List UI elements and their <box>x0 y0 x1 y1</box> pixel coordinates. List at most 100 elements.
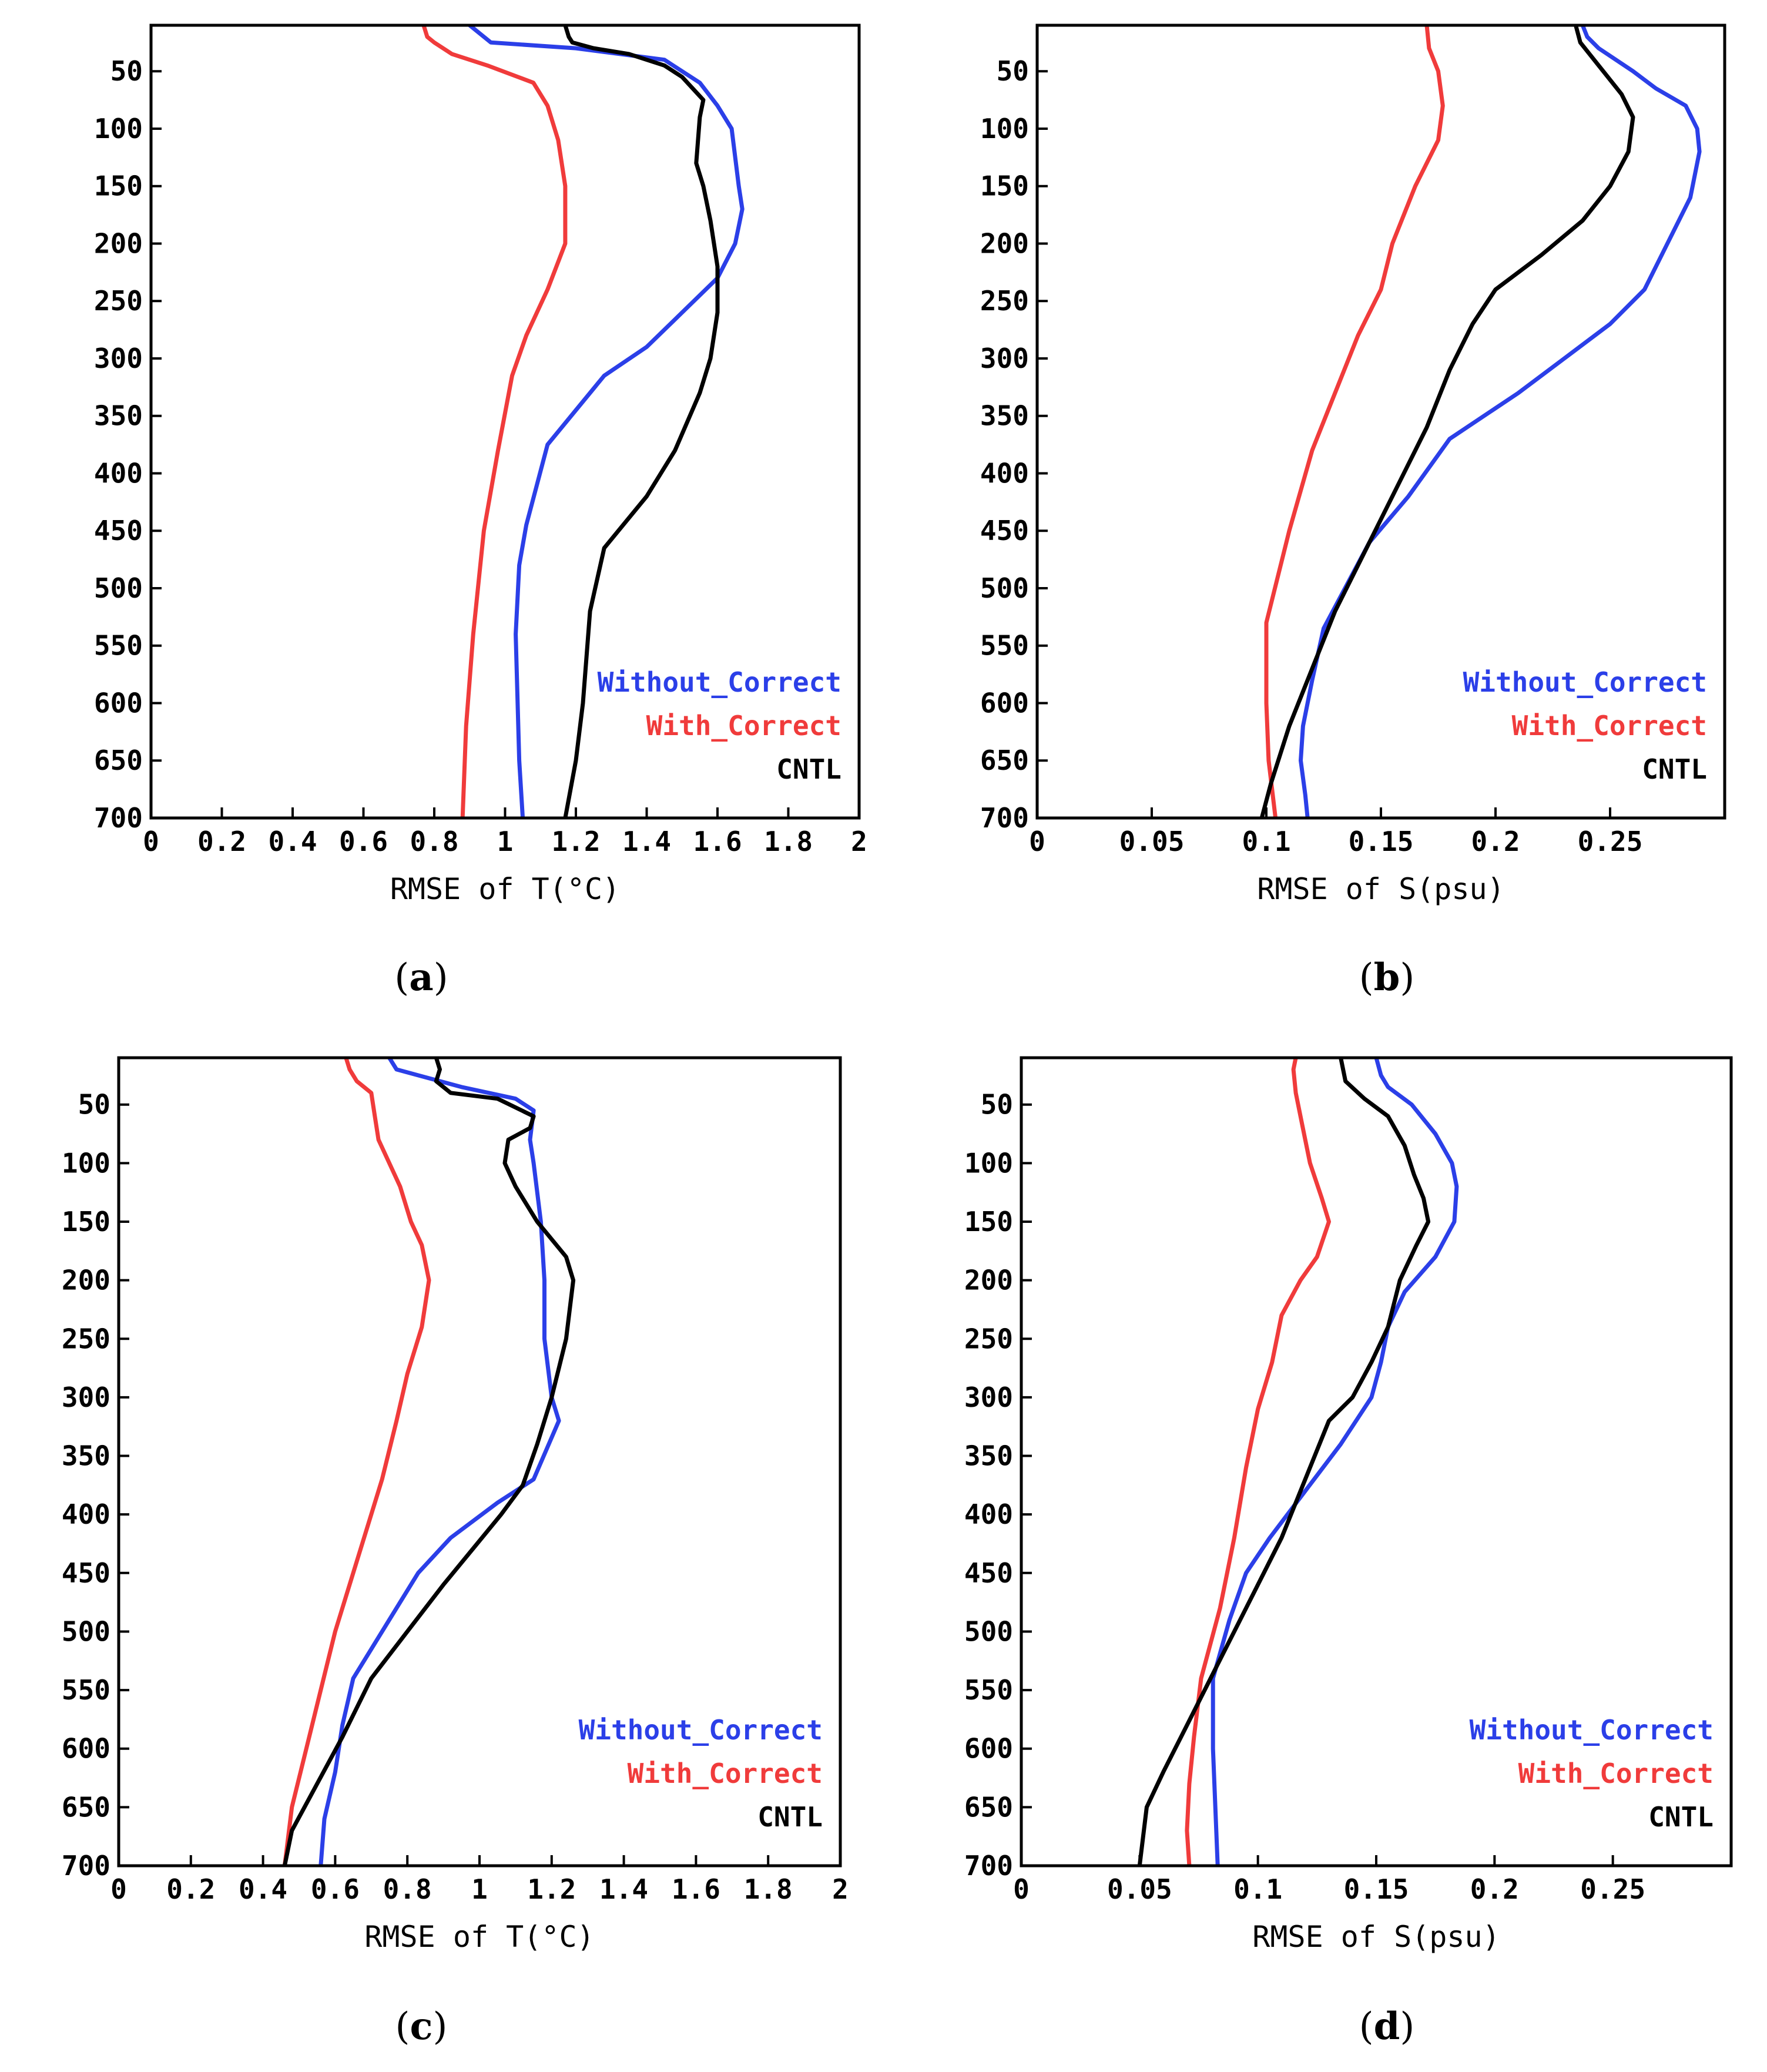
y-tick-label: 250 <box>94 285 143 317</box>
legend-entry-without-correct: Without_Correct <box>1470 1714 1714 1746</box>
panel-caption-letter: b <box>1374 955 1400 1000</box>
x-tick-label: 0.2 <box>166 1873 215 1905</box>
series-line-cntl <box>563 25 720 818</box>
legend-entry-cntl: CNTL <box>1648 1801 1714 1833</box>
x-tick-label: 0 <box>1013 1873 1030 1905</box>
legend-entry-cntl: CNTL <box>776 753 841 785</box>
series-line-with-correct <box>421 25 568 818</box>
y-tick-label: 350 <box>980 400 1029 432</box>
x-tick-label: 0.1 <box>1233 1873 1282 1905</box>
panel-d: 50 100 150 200 250 300 350 400 450 500 550 600 650 70… <box>964 1056 1733 2048</box>
y-tick-label: 50 <box>997 55 1029 87</box>
legend-entry-without-correct: Without_Correct <box>598 666 841 698</box>
x-tick-label: 1.6 <box>693 826 742 857</box>
series-line-cntl <box>1259 25 1635 818</box>
series-line-without-correct <box>467 25 745 818</box>
series-line-cntl <box>282 1058 576 1866</box>
panel-caption: (a) <box>394 955 448 1000</box>
x-tick-label: 1 <box>497 826 514 857</box>
x-tick-label: 0.15 <box>1344 1873 1409 1905</box>
panel-caption: (d) <box>1359 2004 1415 2048</box>
y-tick-label: 150 <box>94 170 143 202</box>
x-tick-label: 0 <box>110 1873 127 1905</box>
y-tick-label: 500 <box>964 1615 1013 1647</box>
x-tick-label: 1.2 <box>551 826 600 857</box>
y-tick-label: 150 <box>964 1206 1013 1238</box>
y-tick-label: 100 <box>62 1147 110 1179</box>
y-tick-label: 100 <box>964 1147 1013 1179</box>
series-line-with-correct <box>282 1058 431 1866</box>
x-tick-label: 0.2 <box>197 826 246 857</box>
series-line-cntl <box>1137 1058 1431 1866</box>
y-tick-label: 600 <box>964 1733 1013 1765</box>
y-tick-label: 700 <box>964 1850 1013 1882</box>
y-tick-label: 150 <box>980 170 1029 202</box>
legend-entry-without-correct: Without_Correct <box>579 1714 823 1746</box>
x-tick-label: 1.4 <box>599 1873 648 1905</box>
series-line-without-correct <box>318 1058 561 1866</box>
y-tick-label: 600 <box>94 687 143 719</box>
y-tick-label: 650 <box>94 745 143 776</box>
y-tick-label: 50 <box>981 1089 1013 1121</box>
legend-entry-without-correct: Without_Correct <box>1463 666 1707 698</box>
y-tick-label: 200 <box>964 1265 1013 1296</box>
series-line-without-correct <box>1299 25 1702 818</box>
x-tick-label: 0.1 <box>1242 826 1290 857</box>
x-tick-label: 0.8 <box>410 826 458 857</box>
x-tick-label: 1.6 <box>672 1873 720 1905</box>
y-tick-label: 350 <box>94 400 143 432</box>
y-tick-label: 700 <box>94 802 143 834</box>
x-tick-label: 0.4 <box>239 1873 287 1905</box>
x-tick-label: 0.6 <box>339 826 388 857</box>
panel-caption-letter: a <box>409 955 433 1000</box>
x-tick-label: 1.8 <box>744 1873 793 1905</box>
y-tick-label: 600 <box>980 687 1029 719</box>
y-tick-label: 450 <box>980 515 1029 547</box>
x-tick-label: 2 <box>832 1873 849 1905</box>
y-tick-label: 100 <box>94 113 143 145</box>
y-tick-label: 400 <box>964 1498 1013 1530</box>
y-tick-label: 700 <box>980 802 1029 834</box>
series-line-with-correct <box>1185 1058 1331 1866</box>
series-group <box>1137 1058 1459 1866</box>
y-tick-label: 350 <box>964 1440 1013 1472</box>
x-tick-label: 0 <box>1029 826 1045 857</box>
y-tick-label: 550 <box>62 1674 110 1706</box>
y-tick-label: 600 <box>62 1733 110 1765</box>
x-tick-label: 0.25 <box>1578 826 1643 857</box>
y-tick-label: 200 <box>94 227 143 259</box>
y-tick-label: 50 <box>78 1089 110 1121</box>
x-tick-label: 0.4 <box>268 826 317 857</box>
series-line-with-correct <box>1264 25 1445 818</box>
legend-entry-with-correct: With_Correct <box>1518 1758 1714 1789</box>
x-tick-label: 0.2 <box>1471 826 1520 857</box>
y-tick-label: 250 <box>980 285 1029 317</box>
y-tick-label: 300 <box>980 343 1029 374</box>
y-tick-label: 550 <box>980 630 1029 662</box>
y-tick-label: 150 <box>62 1206 110 1238</box>
y-tick-label: 550 <box>964 1674 1013 1706</box>
y-tick-label: 50 <box>110 55 143 87</box>
y-tick-label: 100 <box>980 113 1029 145</box>
x-tick-label: 0.25 <box>1580 1873 1645 1905</box>
panel-caption-letter: c <box>410 2004 433 2048</box>
x-tick-label: 1.4 <box>622 826 671 857</box>
y-tick-label: 450 <box>62 1557 110 1589</box>
panel-caption-letter: d <box>1374 2004 1400 2048</box>
panel-a: 50 100 150 200 250 300 350 400 450 500 550 600 650 70… <box>94 24 867 1000</box>
y-tick-label: 650 <box>62 1791 110 1823</box>
y-tick-label: 500 <box>94 572 143 604</box>
x-tick-label: 0.15 <box>1349 826 1414 857</box>
legend-entry-cntl: CNTL <box>1642 753 1707 785</box>
x-axis-title: RMSE of T(°C) <box>364 1920 594 1954</box>
panel-b: 50 100 150 200 250 300 350 400 450 500 550 600 650 70… <box>980 24 1726 1000</box>
y-tick-label: 400 <box>980 457 1029 489</box>
panel-caption: (c) <box>395 2004 448 2048</box>
y-tick-label: 300 <box>62 1382 110 1413</box>
y-tick-label: 450 <box>94 515 143 547</box>
y-tick-label: 500 <box>980 572 1029 604</box>
x-axis-title: RMSE of S(psu) <box>1252 1920 1500 1954</box>
x-axis-title: RMSE of T(°C) <box>390 872 620 906</box>
